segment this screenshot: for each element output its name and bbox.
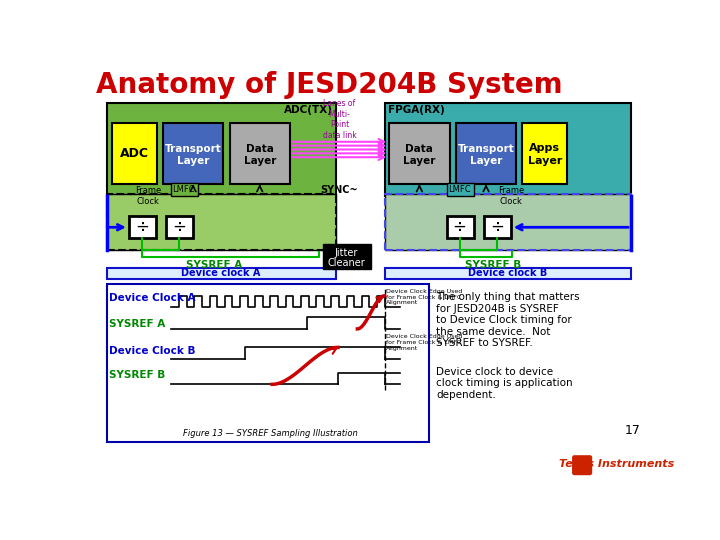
Text: Device clock B: Device clock B — [468, 268, 547, 279]
Text: LMFC: LMFC — [449, 185, 471, 194]
FancyBboxPatch shape — [456, 123, 516, 184]
Text: Data: Data — [246, 145, 274, 154]
Text: ÷: ÷ — [135, 218, 149, 237]
Text: 17: 17 — [624, 424, 640, 437]
FancyBboxPatch shape — [163, 123, 223, 184]
FancyBboxPatch shape — [384, 194, 631, 249]
FancyBboxPatch shape — [171, 184, 198, 195]
FancyBboxPatch shape — [446, 184, 474, 195]
Text: ADC: ADC — [120, 147, 148, 160]
Text: Frame
Clock: Frame Clock — [135, 186, 161, 206]
Text: Layer: Layer — [243, 156, 276, 166]
Text: ADC(TX): ADC(TX) — [284, 105, 333, 115]
Text: The only thing that matters
for JESD204B is SYSREF
to Device Clock timing for
th: The only thing that matters for JESD204B… — [436, 292, 580, 348]
FancyBboxPatch shape — [484, 217, 510, 238]
FancyBboxPatch shape — [523, 123, 567, 184]
Text: SYSREF B: SYSREF B — [465, 260, 521, 271]
Text: Device Clock Edge Used
for Frame Clock & LMFC
Alignment: Device Clock Edge Used for Frame Clock &… — [386, 289, 462, 306]
Text: Anatomy of JESD204B System: Anatomy of JESD204B System — [96, 71, 563, 99]
FancyBboxPatch shape — [389, 123, 449, 184]
Text: Device clock A: Device clock A — [181, 268, 261, 279]
Text: ÷: ÷ — [172, 218, 186, 237]
FancyBboxPatch shape — [107, 268, 336, 279]
FancyBboxPatch shape — [230, 123, 290, 184]
FancyBboxPatch shape — [166, 217, 193, 238]
Text: SYSREF A: SYSREF A — [186, 260, 242, 271]
Text: Layer: Layer — [177, 156, 210, 166]
Text: Transport: Transport — [458, 145, 514, 154]
Text: LMFC: LMFC — [173, 185, 195, 194]
FancyBboxPatch shape — [107, 194, 336, 249]
FancyBboxPatch shape — [107, 284, 428, 442]
FancyBboxPatch shape — [107, 103, 336, 195]
FancyBboxPatch shape — [384, 268, 631, 279]
Text: Frame
Clock: Frame Clock — [498, 186, 524, 206]
Text: Transport: Transport — [165, 145, 222, 154]
FancyBboxPatch shape — [446, 217, 474, 238]
FancyBboxPatch shape — [112, 123, 157, 184]
Text: SYSREF B: SYSREF B — [109, 370, 166, 381]
Text: Device clock to device
clock timing is application
dependent.: Device clock to device clock timing is a… — [436, 367, 573, 400]
Text: Apps: Apps — [529, 143, 560, 153]
Text: Device Clock Edge Used
for Frame Clock & LMFC
Alignment: Device Clock Edge Used for Frame Clock &… — [386, 334, 462, 351]
Text: Figure 13 — SYSREF Sampling Illustration: Figure 13 — SYSREF Sampling Illustration — [183, 429, 358, 438]
FancyBboxPatch shape — [384, 103, 631, 195]
Text: Data: Data — [405, 145, 433, 154]
FancyBboxPatch shape — [129, 217, 156, 238]
Text: Layer: Layer — [470, 156, 503, 166]
Text: ÷: ÷ — [453, 218, 467, 237]
Text: Jitter: Jitter — [335, 248, 359, 259]
Text: SYSREF A: SYSREF A — [109, 319, 166, 329]
FancyBboxPatch shape — [323, 244, 371, 269]
Text: FPGA(RX): FPGA(RX) — [387, 105, 444, 115]
FancyBboxPatch shape — [572, 455, 593, 475]
Text: Texas Instruments: Texas Instruments — [559, 458, 675, 469]
Text: SYNC~: SYNC~ — [320, 185, 359, 194]
Text: Device Clock B: Device Clock B — [109, 346, 196, 356]
Text: ÷: ÷ — [490, 218, 504, 237]
Text: Device Clock A: Device Clock A — [109, 294, 196, 303]
Text: Layer: Layer — [403, 156, 436, 166]
Text: Lanes of
Multi-
Point
data link: Lanes of Multi- Point data link — [323, 99, 356, 140]
Text: Cleaner: Cleaner — [328, 259, 366, 268]
Text: Layer: Layer — [528, 156, 562, 166]
